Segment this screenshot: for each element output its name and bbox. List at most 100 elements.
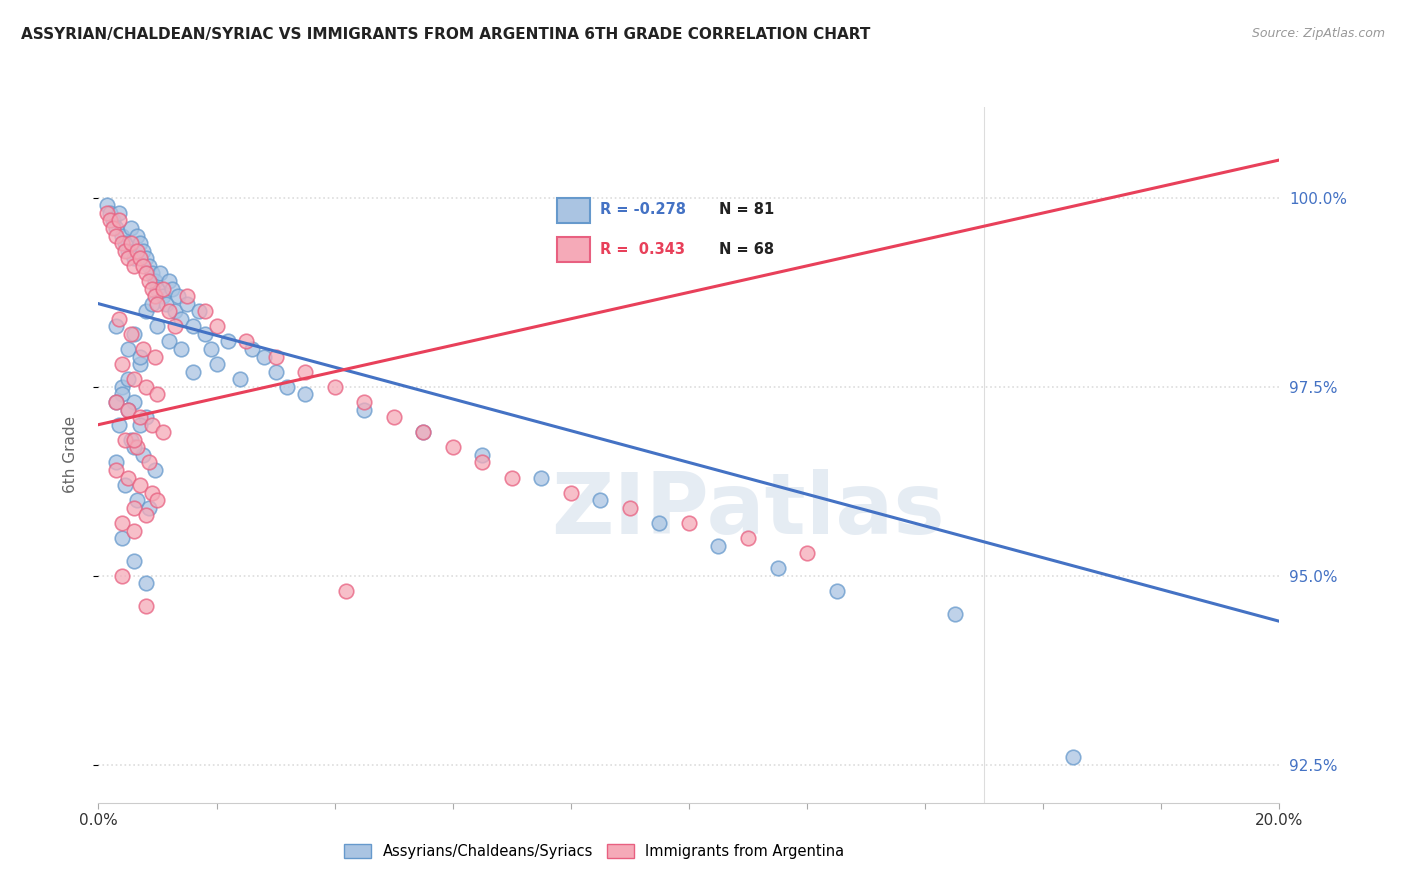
Point [125, 441, 148, 455]
Point [132, 259, 155, 273]
Point [111, 236, 134, 251]
Point [471, 455, 494, 469]
Point [170, 342, 193, 356]
Point [108, 311, 131, 326]
Point [143, 463, 166, 477]
Point [149, 267, 172, 281]
Point [170, 311, 193, 326]
Point [943, 607, 966, 621]
Point [796, 546, 818, 560]
Point [122, 395, 145, 409]
Point [229, 372, 252, 386]
Point [122, 500, 145, 515]
Point [128, 417, 150, 432]
Point [128, 350, 150, 364]
Point [117, 342, 139, 356]
Point [114, 478, 136, 492]
Point [138, 274, 160, 288]
Point [122, 372, 145, 386]
Point [264, 365, 287, 379]
Point [122, 441, 145, 455]
Point [619, 500, 641, 515]
Point [103, 213, 125, 227]
Point [111, 380, 134, 394]
Point [176, 289, 198, 303]
Point [135, 267, 157, 281]
Point [122, 524, 145, 538]
Point [108, 213, 131, 227]
Point [648, 516, 671, 530]
Point [1062, 750, 1084, 764]
Point [114, 433, 136, 447]
Point [117, 402, 139, 417]
Point [114, 244, 136, 258]
Point [501, 470, 523, 484]
Point [120, 221, 142, 235]
Point [117, 470, 139, 484]
Text: ZIPatlas: ZIPatlas [551, 469, 945, 552]
Point [111, 531, 134, 545]
Point [194, 304, 217, 318]
Point [108, 417, 131, 432]
Point [138, 259, 160, 273]
Point [217, 334, 239, 349]
Point [98, 213, 121, 227]
Point [276, 380, 298, 394]
Point [157, 274, 180, 288]
Point [157, 334, 180, 349]
Point [128, 252, 150, 266]
Point [111, 516, 134, 530]
Point [235, 334, 257, 349]
Point [128, 478, 150, 492]
Point [165, 304, 187, 318]
Point [146, 319, 169, 334]
Point [678, 516, 700, 530]
Point [176, 296, 198, 310]
Point [141, 281, 163, 295]
Point [825, 584, 848, 599]
Point [138, 500, 160, 515]
Text: R = -0.278: R = -0.278 [600, 202, 686, 218]
Point [143, 274, 166, 288]
Point [146, 296, 169, 310]
Point [181, 365, 204, 379]
Point [181, 319, 204, 334]
Point [98, 206, 121, 220]
Point [143, 350, 166, 364]
Point [412, 425, 434, 440]
Point [135, 576, 157, 591]
FancyBboxPatch shape [557, 237, 591, 262]
Point [146, 281, 169, 295]
Point [152, 425, 174, 440]
Point [122, 252, 145, 266]
Point [128, 357, 150, 371]
Point [122, 259, 145, 273]
Point [253, 350, 276, 364]
Point [135, 304, 157, 318]
Point [141, 267, 163, 281]
Point [194, 326, 217, 341]
Point [105, 228, 128, 243]
Point [105, 319, 128, 334]
Point [117, 244, 139, 258]
Point [441, 441, 464, 455]
Point [205, 357, 228, 371]
Point [111, 357, 134, 371]
Point [105, 395, 128, 409]
Point [128, 236, 150, 251]
Y-axis label: 6th Grade: 6th Grade [63, 417, 77, 493]
Point [530, 470, 553, 484]
Text: Source: ZipAtlas.com: Source: ZipAtlas.com [1251, 27, 1385, 40]
Point [117, 402, 139, 417]
Point [353, 395, 375, 409]
Point [135, 599, 157, 614]
Point [120, 236, 142, 251]
Point [323, 380, 346, 394]
Point [382, 410, 405, 425]
Point [111, 387, 134, 401]
Point [117, 252, 139, 266]
Point [187, 304, 209, 318]
Point [105, 455, 128, 469]
Point [120, 433, 142, 447]
Point [132, 342, 155, 356]
